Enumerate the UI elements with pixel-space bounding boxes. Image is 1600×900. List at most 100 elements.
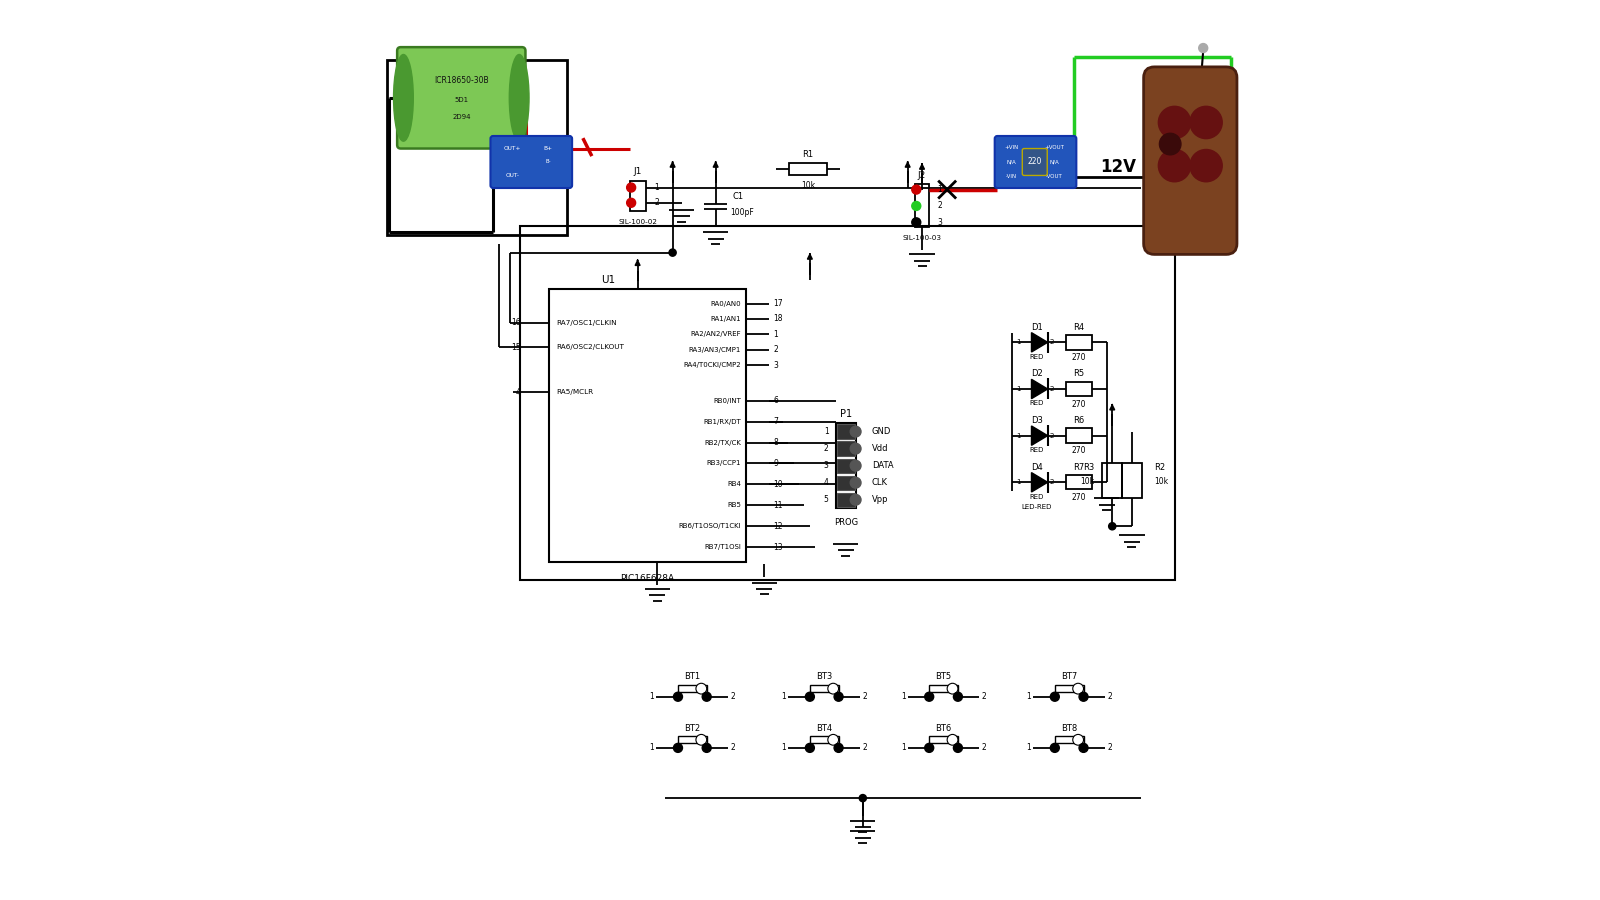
Text: 1: 1 bbox=[654, 183, 659, 192]
Text: 2: 2 bbox=[730, 692, 734, 701]
Text: B: B bbox=[1203, 118, 1210, 128]
Text: R6: R6 bbox=[1074, 416, 1085, 425]
Bar bbox=[789, 163, 827, 176]
Text: R1: R1 bbox=[803, 150, 814, 159]
Text: 5D1: 5D1 bbox=[454, 96, 469, 103]
Text: BT6: BT6 bbox=[936, 724, 952, 733]
Text: D: D bbox=[1202, 160, 1210, 171]
Circle shape bbox=[674, 743, 683, 752]
Circle shape bbox=[850, 460, 861, 471]
Bar bbox=[1066, 428, 1093, 443]
Circle shape bbox=[954, 743, 962, 752]
Text: RA7/OSC1/CLKIN: RA7/OSC1/CLKIN bbox=[555, 320, 616, 326]
Text: 270: 270 bbox=[1072, 446, 1086, 455]
Circle shape bbox=[850, 494, 861, 505]
Text: 5: 5 bbox=[824, 495, 829, 504]
Text: RED: RED bbox=[1030, 354, 1045, 360]
Text: B+: B+ bbox=[544, 147, 552, 151]
Bar bbox=[1054, 685, 1083, 692]
Text: 17: 17 bbox=[773, 299, 782, 308]
Circle shape bbox=[674, 692, 683, 701]
Text: 2: 2 bbox=[824, 445, 829, 454]
Polygon shape bbox=[1032, 472, 1048, 492]
Text: P1: P1 bbox=[840, 410, 851, 419]
Text: 1: 1 bbox=[901, 743, 906, 752]
Circle shape bbox=[702, 743, 710, 752]
Text: 18: 18 bbox=[773, 314, 782, 323]
Circle shape bbox=[805, 692, 814, 701]
Text: 100pF: 100pF bbox=[731, 208, 755, 217]
Text: +VIN: +VIN bbox=[1003, 145, 1018, 149]
Bar bbox=[930, 736, 958, 743]
Circle shape bbox=[912, 202, 920, 211]
Text: 1: 1 bbox=[650, 743, 654, 752]
Circle shape bbox=[912, 218, 920, 227]
Bar bbox=[629, 181, 646, 211]
Text: RA4/T0CKI/CMP2: RA4/T0CKI/CMP2 bbox=[683, 362, 741, 368]
Text: D1: D1 bbox=[1030, 322, 1043, 331]
Circle shape bbox=[1072, 734, 1083, 745]
Text: 2: 2 bbox=[1050, 339, 1053, 346]
Text: 4: 4 bbox=[517, 388, 522, 397]
Text: RB2/TX/CK: RB2/TX/CK bbox=[704, 439, 741, 446]
Text: CLK: CLK bbox=[872, 478, 888, 487]
Text: 6: 6 bbox=[773, 396, 778, 405]
Text: RB4: RB4 bbox=[726, 482, 741, 488]
Circle shape bbox=[696, 683, 707, 694]
Text: D4: D4 bbox=[1030, 463, 1043, 472]
Bar bbox=[678, 736, 707, 743]
Text: 3: 3 bbox=[938, 218, 942, 227]
Text: +VOUT: +VOUT bbox=[1045, 145, 1064, 149]
Circle shape bbox=[859, 795, 866, 802]
Text: 10k: 10k bbox=[1080, 477, 1094, 486]
Text: BT1: BT1 bbox=[685, 672, 701, 681]
Circle shape bbox=[925, 692, 934, 701]
Text: RED: RED bbox=[1030, 494, 1045, 500]
Circle shape bbox=[850, 477, 861, 488]
Text: R3: R3 bbox=[1083, 464, 1094, 472]
Text: Vpp: Vpp bbox=[872, 495, 888, 504]
Text: OUT-: OUT- bbox=[506, 173, 520, 177]
Circle shape bbox=[1160, 133, 1181, 155]
Text: RB3/CCP1: RB3/CCP1 bbox=[706, 461, 741, 466]
Bar bbox=[837, 442, 854, 455]
Bar bbox=[837, 425, 854, 439]
Text: J1: J1 bbox=[634, 167, 642, 176]
Text: 270: 270 bbox=[1072, 353, 1086, 362]
Text: 1: 1 bbox=[781, 743, 786, 752]
Text: Vdd: Vdd bbox=[872, 445, 888, 454]
Text: RB1/RX/DT: RB1/RX/DT bbox=[702, 418, 741, 425]
Text: 1: 1 bbox=[938, 185, 942, 194]
Text: 9: 9 bbox=[773, 459, 778, 468]
Circle shape bbox=[1158, 149, 1190, 182]
FancyBboxPatch shape bbox=[1022, 148, 1048, 176]
Text: BT2: BT2 bbox=[685, 724, 701, 733]
Circle shape bbox=[1078, 743, 1088, 752]
Circle shape bbox=[1072, 683, 1083, 694]
Text: 1: 1 bbox=[1016, 433, 1021, 438]
Bar bbox=[810, 685, 838, 692]
Text: 12V: 12V bbox=[1101, 158, 1136, 176]
Text: 16: 16 bbox=[512, 319, 522, 328]
Circle shape bbox=[925, 743, 934, 752]
Text: 12: 12 bbox=[773, 522, 782, 531]
Text: 2D94: 2D94 bbox=[453, 113, 470, 120]
Circle shape bbox=[947, 734, 958, 745]
Bar bbox=[837, 475, 854, 490]
Bar bbox=[520, 226, 1174, 580]
Bar bbox=[837, 492, 854, 507]
Text: 3: 3 bbox=[773, 361, 778, 370]
Text: 1: 1 bbox=[824, 428, 829, 436]
Text: C: C bbox=[1171, 160, 1178, 171]
Bar bbox=[549, 289, 746, 562]
Bar bbox=[498, 158, 518, 176]
Bar bbox=[837, 458, 854, 473]
Bar bbox=[678, 685, 707, 692]
Circle shape bbox=[1190, 106, 1222, 139]
Text: U1: U1 bbox=[602, 274, 614, 284]
Text: 2: 2 bbox=[981, 743, 986, 752]
Circle shape bbox=[947, 683, 958, 694]
Text: D3: D3 bbox=[1030, 416, 1043, 425]
Bar bbox=[1066, 475, 1093, 490]
Text: RB5: RB5 bbox=[726, 502, 741, 508]
